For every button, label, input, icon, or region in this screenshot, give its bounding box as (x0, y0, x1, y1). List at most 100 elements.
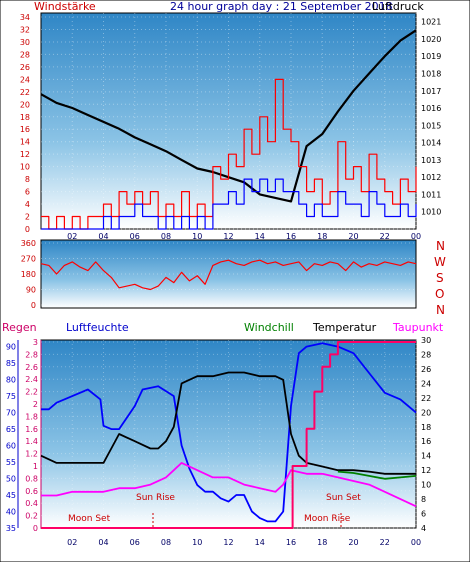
pressure-tick-11: 1021 (421, 18, 441, 27)
wind-tick-12: 24 (20, 75, 30, 84)
humidity-tick-2: 45 (6, 491, 16, 500)
pressure-tick-10: 1020 (421, 35, 441, 44)
climate-x-tick-6: 14 (255, 538, 265, 547)
wind-tick-13: 26 (20, 63, 30, 72)
wind-tick-7: 14 (20, 138, 30, 147)
rain-tick-7: 1.4 (25, 437, 38, 446)
wind-tick-10: 20 (20, 100, 30, 109)
wind-tick-5: 10 (20, 163, 30, 172)
astro-annotations: Moon Set Sun Rise Sun Set Moon Rise (68, 493, 361, 528)
humidity-tick-6: 65 (6, 425, 16, 434)
climate-x-tick-9: 20 (348, 538, 358, 547)
pressure-tick-1: 1011 (421, 190, 441, 199)
wind-tick-14: 28 (20, 50, 30, 59)
moon-set-annotation-1: Moon Set (68, 514, 111, 524)
temp-tick-11: 26 (421, 365, 431, 374)
rain-tick-12: 2.4 (25, 375, 38, 384)
temp-tick-0: 4 (421, 524, 426, 533)
pressure-tick-4: 1014 (421, 139, 441, 148)
wind-tick-1: 2 (25, 213, 30, 222)
climate-x-tick-3: 08 (161, 538, 171, 547)
wind-x-tick-0: 02 (67, 232, 77, 241)
pressure-tick-7: 1017 (421, 87, 441, 96)
wind-x-tick-8: 18 (317, 232, 327, 241)
pressure-tick-2: 1012 (421, 173, 441, 182)
humidity-tick-8: 75 (6, 392, 16, 401)
luftdruck-label: Luftdruck (372, 0, 424, 13)
wind-x-tick-3: 08 (161, 232, 171, 241)
luftfeuchte-label: Luftfeuchte (66, 321, 129, 334)
regen-label: Regen (2, 321, 37, 334)
climate-x-tick-8: 18 (317, 538, 327, 547)
dir-tick-3: 270 (21, 255, 36, 264)
temperatur-label: Temperatur (312, 321, 377, 334)
wind-tick-9: 18 (20, 113, 30, 122)
wind-x-tick-9: 20 (348, 232, 358, 241)
temp-tick-10: 24 (421, 379, 431, 388)
wind-tick-4: 8 (25, 175, 30, 184)
climate-series-0 (41, 342, 417, 523)
wind-tick-15: 30 (20, 38, 30, 47)
wind-series-1 (41, 78, 417, 230)
climate-x-tick-11: 00 (411, 538, 421, 547)
rain-tick-6: 1.2 (25, 450, 38, 459)
climate-panel (40, 339, 417, 529)
windchill-label: Windchill (244, 321, 294, 334)
dir-letter-s: S (436, 271, 444, 285)
direction-series-0 (40, 259, 417, 291)
temp-tick-1: 6 (421, 510, 426, 519)
wind-tick-8: 16 (20, 125, 30, 134)
dir-letter-n2: N (436, 303, 445, 317)
climate-series-4 (41, 341, 416, 529)
sun-rise-annotation: Sun Rise (136, 493, 175, 503)
dir-tick-0: 0 (31, 301, 36, 310)
wind-x-tick-4: 10 (192, 232, 202, 241)
climate-x-tick-10: 22 (380, 538, 390, 547)
rain-tick-0: 0 (33, 524, 38, 533)
temp-tick-4: 12 (421, 466, 431, 475)
wind-x-tick-6: 14 (255, 232, 265, 241)
direction-letters: N W S O N (434, 239, 446, 317)
humidity-tick-1: 40 (6, 508, 16, 517)
wind-tick-6: 12 (20, 150, 30, 159)
humidity-tick-10: 85 (6, 359, 16, 368)
wind-x-tick-5: 12 (223, 232, 233, 241)
temp-tick-5: 14 (421, 452, 431, 461)
temp-tick-8: 20 (421, 408, 431, 417)
climate-series-1 (40, 371, 416, 475)
rain-tick-4: 0.8 (25, 474, 38, 483)
pressure-tick-6: 1016 (421, 104, 441, 113)
wind-tick-16: 32 (20, 25, 30, 34)
rain-tick-5: 1 (33, 462, 38, 471)
pressure-tick-3: 1013 (421, 156, 441, 165)
climate-x-tick-4: 10 (192, 538, 202, 547)
temp-tick-2: 8 (421, 495, 426, 504)
climate-x-tick-7: 16 (286, 538, 296, 547)
humidity-tick-0: 35 (6, 524, 16, 533)
wind-x-tick-11: 00 (411, 232, 421, 241)
temp-tick-6: 16 (421, 437, 431, 446)
rain-tick-10: 2 (33, 400, 38, 409)
humidity-tick-11: 90 (6, 343, 16, 352)
dir-letter-n1: N (436, 239, 445, 253)
pressure-tick-0: 1010 (421, 208, 441, 217)
wind-tick-2: 4 (25, 200, 30, 209)
rain-tick-8: 1.6 (25, 425, 38, 434)
temp-tick-3: 10 (421, 481, 431, 490)
humidity-tick-5: 60 (6, 442, 16, 451)
pressure-tick-9: 1019 (421, 52, 441, 61)
wind-tick-0: 0 (25, 225, 30, 234)
dir-tick-2: 180 (21, 270, 36, 279)
rain-tick-3: 0.6 (25, 487, 38, 496)
wind-x-tick-7: 16 (286, 232, 296, 241)
humidity-tick-7: 70 (6, 409, 16, 418)
rain-tick-13: 2.6 (25, 363, 38, 372)
climate-x-tick-0: 02 (67, 538, 77, 547)
wind-x-tick-10: 22 (380, 232, 390, 241)
pressure-tick-8: 1018 (421, 69, 441, 78)
temp-tick-12: 28 (421, 350, 431, 359)
wind-x-tick-1: 04 (98, 232, 108, 241)
rain-tick-1: 0.2 (25, 512, 38, 521)
